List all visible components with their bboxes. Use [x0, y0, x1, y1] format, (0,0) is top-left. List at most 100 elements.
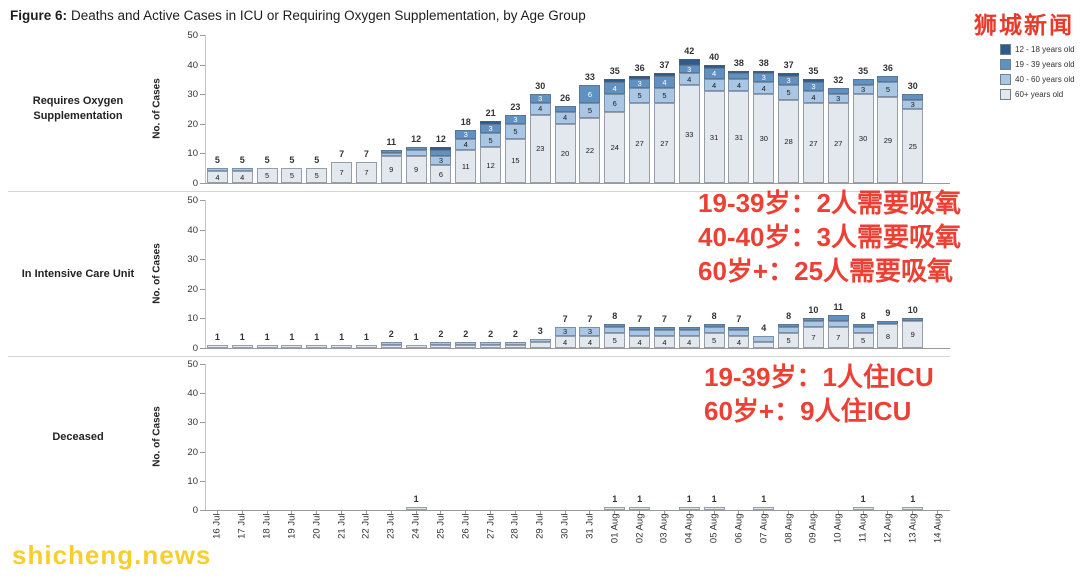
bar-total-label: 7	[339, 149, 345, 160]
y-tick-mark	[200, 510, 205, 511]
legend-item: 60+ years old	[1000, 89, 1075, 100]
bar-segment: 4	[554, 336, 576, 348]
x-tick-mark	[862, 510, 864, 514]
x-tick-mark	[663, 510, 665, 514]
bar-segment	[653, 73, 675, 77]
x-date-label: 03 Aug	[658, 513, 670, 544]
annotation-oxygen: 19-39岁：2人需要吸氧 40-40岁：3人需要吸氧 60岁+：25人需要吸氧	[698, 186, 961, 288]
bar-total-label: 1	[413, 332, 419, 343]
bar-segment	[703, 327, 725, 334]
bar-segment	[504, 342, 526, 346]
x-tick-mark	[316, 510, 318, 514]
y-axis-label: No. of Cases	[151, 243, 163, 304]
y-tick-label: 10	[187, 148, 198, 160]
bar-segment	[256, 345, 278, 348]
y-tick-mark	[200, 318, 205, 320]
bar-segment	[877, 76, 899, 83]
x-tick-mark	[341, 510, 343, 514]
bar-segment	[653, 330, 675, 337]
watermark-bottom-left: shicheng.news	[12, 540, 212, 570]
bar-segment: 23	[529, 114, 551, 183]
bar-segment: 4	[678, 336, 700, 348]
x-date-label: 29 Jul	[534, 513, 546, 539]
bar-segment: 4	[455, 138, 477, 151]
bar-segment: 31	[703, 91, 725, 183]
bar-total-label: 35	[609, 66, 620, 77]
bar-segment: 7	[355, 162, 377, 183]
x-date-label: 06 Aug	[733, 513, 745, 544]
x-tick-mark	[440, 510, 442, 514]
bar-total-label: 3	[537, 326, 543, 337]
bar-segment	[852, 324, 874, 328]
x-date-label: 10 Aug	[832, 513, 844, 544]
bar-total-label: 37	[783, 60, 794, 71]
bar-total-label: 38	[758, 57, 769, 68]
bar-segment	[753, 342, 775, 348]
bar-segment	[728, 327, 750, 331]
legend-swatch	[1000, 89, 1011, 100]
bar-segment	[802, 321, 824, 328]
bar-segment: 6	[604, 94, 626, 112]
y-tick-label: 50	[187, 195, 198, 206]
bar-total-label: 2	[388, 329, 394, 340]
x-tick-mark	[912, 510, 914, 514]
bar-segment: 3	[529, 94, 551, 104]
panel-row-label: In Intensive Care Unit	[21, 267, 135, 280]
bar-segment	[405, 507, 427, 510]
bar-segment: 3	[554, 327, 576, 337]
bar-total-label: 32	[833, 75, 844, 86]
bar-total-label: 5	[239, 155, 245, 166]
bar-segment: 31	[728, 91, 750, 183]
bar-segment: 11	[455, 150, 477, 183]
bar-segment: 7	[802, 327, 824, 348]
y-tick-label: 20	[187, 118, 198, 130]
bar-segment	[852, 507, 874, 510]
bar-total-label: 8	[612, 311, 618, 322]
bar-segment: 4	[703, 79, 725, 92]
bar-segment	[678, 507, 700, 510]
bar-segment	[728, 330, 750, 337]
bar-segment: 3	[504, 114, 526, 124]
y-tick-mark	[200, 183, 205, 184]
bar-segment: 4	[753, 82, 775, 95]
bar-segment: 3	[753, 73, 775, 83]
x-date-label: 22 Jul	[360, 513, 372, 539]
bar-segment: 3	[802, 82, 824, 92]
legend-item: 12 - 18 years old	[1000, 44, 1075, 55]
x-date-label: 31 Jul	[584, 513, 596, 539]
y-axis-label: No. of Cases	[151, 406, 163, 467]
x-tick-mark	[589, 510, 591, 514]
bar-segment	[480, 345, 502, 348]
bar-total-label: 40	[709, 51, 720, 62]
y-tick-label: 30	[187, 417, 198, 429]
bar-segment	[728, 70, 750, 74]
bar-segment: 3	[430, 156, 452, 166]
bar-segment	[629, 507, 651, 510]
bar-segment	[753, 336, 775, 343]
bar-segment: 8	[877, 324, 899, 348]
bar-segment: 3	[678, 64, 700, 74]
x-date-label: 02 Aug	[634, 513, 646, 544]
bar-segment: 20	[554, 123, 576, 183]
bar-segment: 4	[802, 91, 824, 104]
x-tick-mark	[365, 510, 367, 514]
legend-swatch	[1000, 74, 1011, 85]
annotation-line: 19-39岁：1人住ICU	[704, 362, 934, 392]
y-tick-mark	[200, 259, 205, 261]
bar-segment: 3	[852, 85, 874, 95]
bar-segment: 15	[504, 138, 526, 183]
bar-segment: 4	[728, 336, 750, 348]
bar-segment	[281, 345, 303, 348]
bar-segment	[554, 106, 576, 112]
x-tick-mark	[763, 510, 765, 514]
bar-segment: 27	[653, 103, 675, 183]
bar-segment: 3	[629, 79, 651, 89]
bar-segment: 22	[579, 117, 601, 183]
annotation-line: 40-40岁：3人需要吸氧	[698, 222, 961, 252]
bar-total-label: 1	[637, 494, 643, 505]
bar-segment: 4	[678, 73, 700, 86]
bar-segment	[604, 324, 626, 328]
bar-total-label: 1	[686, 494, 692, 505]
x-date-label: 27 Jul	[485, 513, 497, 539]
x-tick-mark	[390, 510, 392, 514]
